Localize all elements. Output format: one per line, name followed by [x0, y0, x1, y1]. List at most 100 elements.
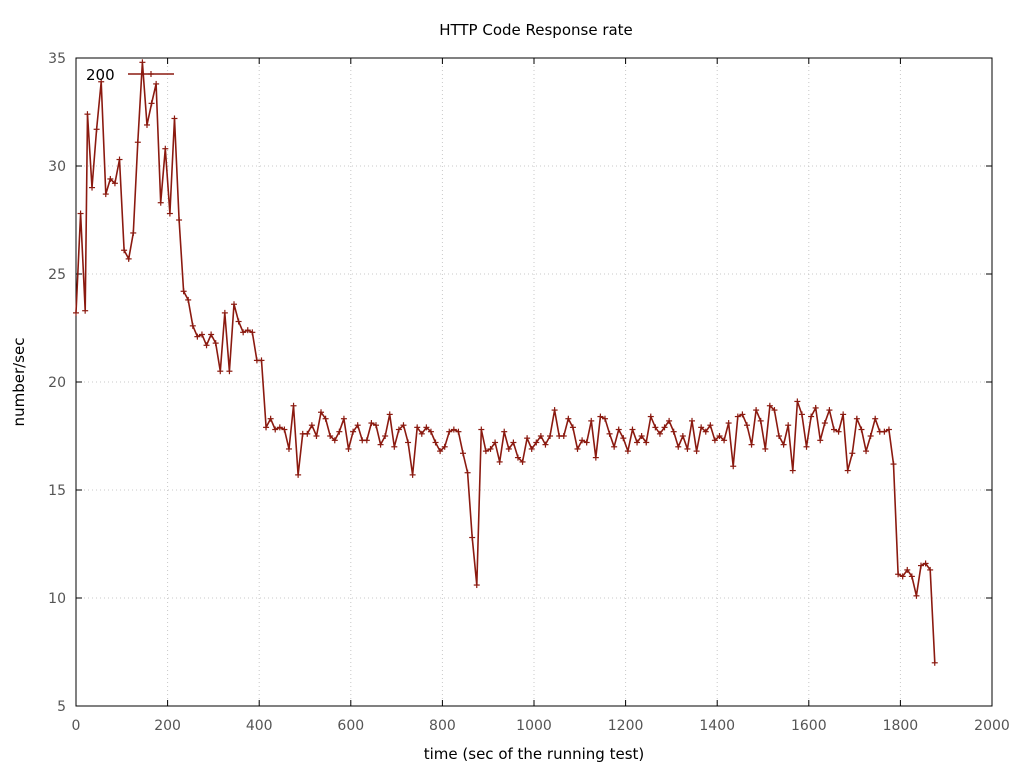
data-point — [189, 322, 196, 329]
data-point — [730, 463, 737, 470]
data-point — [885, 426, 892, 433]
data-point — [372, 422, 379, 429]
data-point — [98, 78, 105, 85]
data-point — [583, 439, 590, 446]
data-point — [794, 398, 801, 405]
data-point — [721, 437, 728, 444]
data-point — [469, 534, 476, 541]
data-point — [221, 309, 228, 316]
data-point — [235, 318, 242, 325]
data-point — [689, 417, 696, 424]
data-point — [707, 422, 714, 429]
data-point — [345, 445, 352, 452]
data-point — [844, 467, 851, 474]
data-point — [208, 331, 215, 338]
data-point — [922, 560, 929, 567]
data-point — [267, 415, 274, 422]
data-point — [450, 426, 457, 433]
data-point — [757, 417, 764, 424]
data-point — [698, 424, 705, 431]
data-point — [125, 255, 132, 262]
data-point — [615, 426, 622, 433]
data-point — [821, 420, 828, 427]
data-point — [130, 229, 137, 236]
data-point — [826, 407, 833, 414]
data-point — [647, 413, 654, 420]
x-tick-label: 1000 — [516, 718, 552, 734]
data-point — [734, 413, 741, 420]
data-point — [478, 426, 485, 433]
data-point — [322, 415, 329, 422]
data-point — [569, 424, 576, 431]
data-point — [547, 433, 554, 439]
data-point — [276, 424, 283, 431]
data-point — [656, 430, 663, 437]
data-point — [931, 659, 938, 666]
data-point — [634, 439, 641, 446]
data-point — [798, 411, 805, 418]
data-point — [285, 445, 292, 452]
data-point — [702, 428, 709, 435]
legend-point-sample — [148, 71, 154, 77]
data-point — [116, 156, 123, 163]
data-point — [313, 433, 320, 439]
data-point — [258, 357, 265, 364]
data-point — [528, 445, 535, 452]
data-point — [89, 184, 96, 191]
data-point — [162, 145, 169, 152]
data-point — [176, 217, 183, 223]
data-point — [551, 407, 558, 414]
y-tick-label: 20 — [48, 375, 66, 391]
x-tick-label: 1800 — [883, 718, 919, 734]
data-point — [904, 566, 911, 573]
data-point — [762, 445, 769, 452]
data-point — [226, 368, 233, 375]
data-point — [867, 433, 874, 439]
x-tick-label: 1400 — [699, 718, 735, 734]
data-point — [501, 428, 508, 435]
data-point — [588, 417, 595, 424]
data-point — [198, 331, 205, 338]
y-tick-label: 5 — [57, 699, 66, 715]
data-point — [927, 566, 934, 573]
data-point — [661, 424, 668, 431]
data-point — [391, 443, 398, 450]
data-point — [519, 458, 526, 465]
data-point — [693, 448, 700, 455]
data-point — [849, 450, 856, 457]
y-axis-label: number/sec — [10, 338, 28, 427]
data-point — [835, 428, 842, 435]
data-point — [711, 437, 718, 444]
data-point — [473, 582, 480, 589]
data-point — [84, 111, 91, 118]
data-point — [368, 420, 375, 427]
data-point — [194, 333, 201, 340]
x-axis-label: time (sec of the running test) — [424, 745, 645, 763]
data-point — [180, 288, 187, 295]
x-tick-label: 1600 — [791, 718, 827, 734]
data-point — [157, 199, 164, 206]
data-point — [134, 139, 141, 146]
data-point — [629, 426, 636, 433]
x-tick-label: 600 — [337, 718, 364, 734]
data-point — [899, 573, 906, 580]
data-point — [803, 443, 810, 450]
data-point — [858, 426, 865, 433]
data-point — [432, 439, 439, 446]
y-tick-label: 25 — [48, 267, 66, 283]
data-point — [363, 437, 370, 444]
data-point — [82, 307, 89, 314]
data-point — [643, 439, 650, 446]
data-point — [881, 428, 888, 435]
data-point — [743, 422, 750, 429]
data-point — [171, 115, 178, 122]
data-point — [753, 407, 760, 414]
data-point — [460, 450, 467, 457]
data-point — [597, 413, 604, 420]
data-point — [840, 411, 847, 418]
data-point — [377, 441, 384, 448]
data-point — [327, 433, 334, 439]
data-point — [505, 445, 512, 452]
data-point — [290, 402, 297, 409]
data-point — [510, 439, 517, 446]
